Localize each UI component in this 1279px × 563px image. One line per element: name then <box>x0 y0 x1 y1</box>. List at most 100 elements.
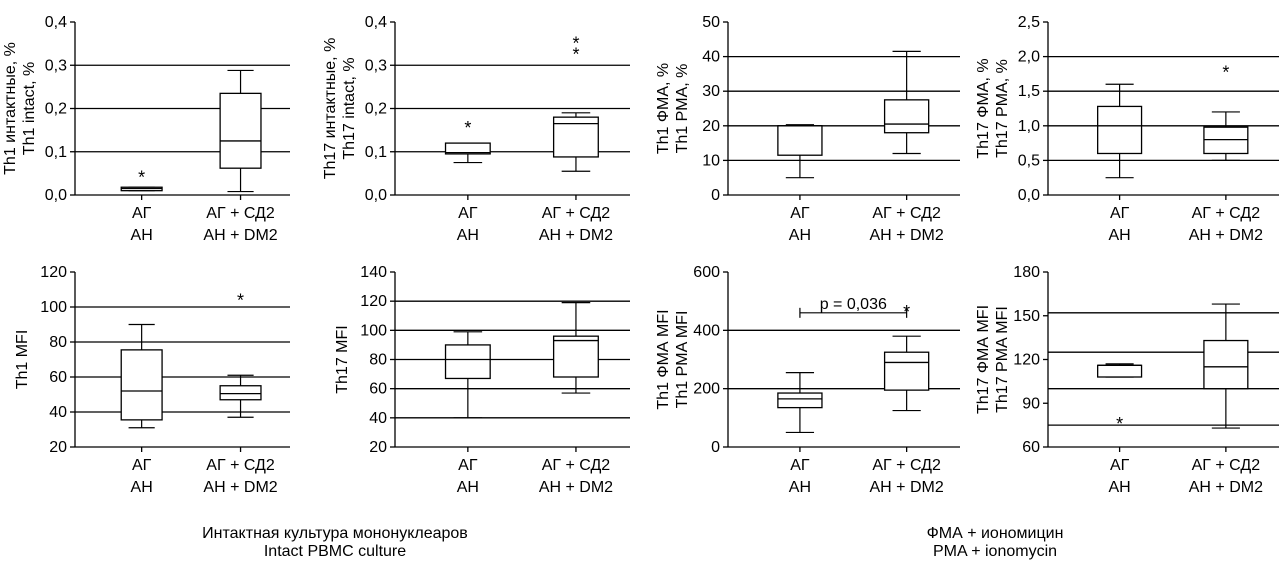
y-tick-label: 60 <box>369 381 387 398</box>
chart-th1-intact: 0,0 0,1 0,2 0,3 0,4 АГ АН АГ + СД2 АН + DM2 Th1 и… <box>2 14 290 244</box>
y-tick-label: 120 <box>360 293 387 310</box>
x-tick-label: АН <box>457 227 479 244</box>
y-tick-label: 80 <box>49 334 67 351</box>
y-tick-label: 180 <box>1013 264 1040 281</box>
x-tick-label: АН <box>789 227 811 244</box>
significance-marker: * <box>1116 414 1123 434</box>
y-axis-label: Th1 ФМА MFI <box>655 309 672 409</box>
x-tick-label: АГ + СД2 <box>542 205 611 222</box>
caption-intact-en: Intact PBMC culture <box>263 543 407 560</box>
y-tick-label: 0 <box>711 439 720 456</box>
y-tick-label: 100 <box>40 299 67 316</box>
x-tick-label: АН <box>131 227 153 244</box>
x-tick-label: АН + DM2 <box>203 479 277 496</box>
chart-th17-mfi: 20 40 60 80 100 120 140 АГ АН АГ + СД2 АН + DM2 Th1… <box>334 264 630 496</box>
y-tick-label: 0,1 <box>365 144 387 161</box>
y-axis-label: Th17 PMA MFI <box>994 306 1011 413</box>
box-iqr <box>777 392 823 409</box>
y-tick-label: 40 <box>702 49 720 66</box>
y-tick-label: 0,2 <box>365 101 387 118</box>
box-iqr <box>883 99 930 134</box>
x-tick-label: АГ + СД2 <box>1192 457 1261 474</box>
x-tick-label: АГ <box>132 205 152 222</box>
significance-marker: * <box>572 44 579 64</box>
y-tick-label: 0,1 <box>45 144 67 161</box>
x-tick-label: АН + DM2 <box>870 479 944 496</box>
x-tick-label: АГ <box>1110 457 1130 474</box>
box-0 <box>120 186 163 192</box>
x-tick-label: АН + DM2 <box>1189 227 1263 244</box>
box-iqr <box>777 125 823 156</box>
y-axis-label: Th17 интактные, % <box>322 38 339 180</box>
y-tick-label: 100 <box>360 322 387 339</box>
y-tick-label: 2,5 <box>1018 14 1040 31</box>
y-axis-label: Th17 ФМА MFI <box>975 305 992 414</box>
y-axis-label: Th1 PMA, % <box>674 64 691 154</box>
y-tick-label: 120 <box>1013 352 1040 369</box>
chart-th17-intact: 0,0 0,1 0,2 0,3 0,4 АГ АН АГ + СД2 АН + DM2 Th17 … <box>322 14 630 244</box>
box-iqr <box>444 142 491 155</box>
y-axis-label: Th1 PMA MFI <box>674 311 691 409</box>
y-tick-label: 20 <box>369 439 387 456</box>
box-1 <box>219 69 262 193</box>
p-value-label: p = 0,036 <box>820 296 887 313</box>
significance-marker: * <box>464 118 471 138</box>
x-tick-label: АН + DM2 <box>539 479 613 496</box>
x-tick-label: АГ + СД2 <box>872 205 941 222</box>
y-tick-label: 0,5 <box>1018 152 1040 169</box>
caption-pma-ru: ФМА + иономицин <box>926 525 1064 542</box>
y-tick-label: 60 <box>49 369 67 386</box>
x-tick-label: АН + DM2 <box>203 227 277 244</box>
y-tick-label: 60 <box>1022 439 1040 456</box>
y-tick-label: 20 <box>49 439 67 456</box>
box-1 <box>552 112 599 172</box>
y-tick-label: 150 <box>1013 308 1040 325</box>
x-tick-label: АН <box>1108 479 1130 496</box>
chart-th1-mfi: 20 40 60 80 100 120 АГ АН АГ + СД2 АН + DM2 Th1 MF… <box>14 264 290 496</box>
box-iqr <box>219 92 262 169</box>
y-axis-label: Th17 MFI <box>334 325 351 393</box>
y-tick-label: 0,3 <box>365 57 387 74</box>
y-tick-label: 1,5 <box>1018 83 1040 100</box>
x-tick-label: АГ <box>132 457 152 474</box>
y-tick-label: 1,0 <box>1018 118 1040 135</box>
x-tick-label: АГ + СД2 <box>206 205 275 222</box>
box-0 <box>120 323 163 429</box>
box-0 <box>777 124 823 179</box>
y-axis-label: Th1 MFI <box>14 330 31 390</box>
y-tick-label: 0,2 <box>45 101 67 118</box>
x-tick-label: АГ + СД2 <box>542 457 611 474</box>
y-tick-label: 2,0 <box>1018 49 1040 66</box>
y-tick-label: 0,4 <box>365 14 387 31</box>
box-iqr <box>444 344 491 380</box>
box-1 <box>1203 303 1249 429</box>
y-tick-label: 120 <box>40 264 67 281</box>
x-tick-label: АН <box>1108 227 1130 244</box>
y-tick-label: 50 <box>702 14 720 31</box>
chart-th17-pma-mfi: 60 90 120 150 180 АГ АН АГ + СД2 АН + DM2 Th17 ФМ… <box>975 264 1279 496</box>
y-tick-label: 10 <box>702 152 720 169</box>
box-iqr <box>552 335 599 378</box>
x-tick-label: АН <box>131 479 153 496</box>
y-tick-label: 30 <box>702 83 720 100</box>
y-tick-label: 0 <box>711 187 720 204</box>
box-0 <box>444 331 491 419</box>
chart-th1-pma-mfi: 0 200 400 600 АГ АН АГ + СД2 АН + DM2 Th1 ФМА MF… <box>655 264 960 496</box>
box-iqr <box>1203 126 1249 155</box>
chart-th17-pma: 0,0 0,5 1,0 1,5 2,0 2,5 АГ АН АГ + СД2 АН + DM2 Th… <box>975 14 1279 244</box>
y-tick-label: 600 <box>693 264 720 281</box>
y-tick-label: 0,0 <box>365 187 387 204</box>
box-iqr <box>1203 339 1249 390</box>
x-tick-label: АГ <box>790 205 810 222</box>
y-axis-label: Th17 PMA, % <box>994 59 1011 158</box>
y-axis-label: Th1 intact, % <box>21 62 38 155</box>
x-tick-label: АН + DM2 <box>1189 479 1263 496</box>
significance-marker: * <box>237 290 244 310</box>
y-axis-label: Th1 ФМА, % <box>655 63 672 154</box>
significance-marker: * <box>138 168 145 188</box>
box-1 <box>883 50 930 155</box>
y-tick-label: 200 <box>693 381 720 398</box>
x-tick-label: АН <box>457 479 479 496</box>
significance-marker: * <box>572 33 579 53</box>
